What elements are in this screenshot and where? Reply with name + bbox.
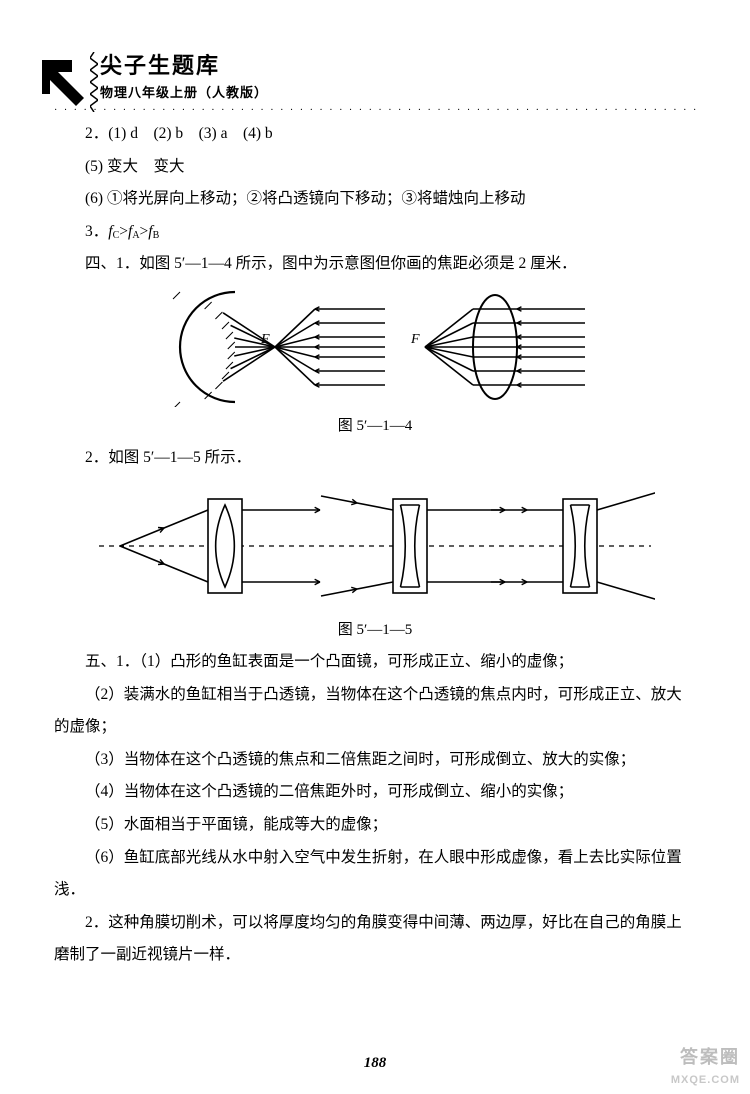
arrow-up-left-icon — [36, 54, 90, 108]
section5-q1-4: （4）当物体在这个凸透镜的二倍焦距外时，可形成倒立、缩小的实像； — [54, 776, 696, 809]
svg-text:F: F — [260, 332, 270, 347]
answer-line-2-1to4: 2．(1) d (2) b (3) a (4) b — [54, 118, 696, 151]
section5-q2: 2．这种角膜切削术，可以将厚度均匀的角膜变得中间薄、两边厚，好比在自己的角膜上磨… — [54, 907, 696, 972]
zigzag-divider-icon — [90, 52, 98, 112]
answer-line-2-6: (6) ①将光屏向上移动；②将凸透镜向下移动；③将蜡烛向上移动 — [54, 183, 696, 216]
section5-q1-5: （5）水面相当于平面镜，能成等大的虚像； — [54, 809, 696, 842]
book-subtitle: 物理八年级上册（人教版） — [100, 82, 696, 101]
section5-q1-2: （2）装满水的鱼缸相当于凸透镜，当物体在这个凸透镜的焦点内时，可形成正立、放大的… — [54, 679, 696, 744]
section5-q1-1: 五、1．（1）凸形的鱼缸表面是一个凸面镜，可形成正立、缩小的虚像； — [54, 646, 696, 679]
sub-a: A — [132, 230, 139, 241]
gt1: > — [119, 223, 128, 240]
section4-q1: 四、1．如图 5′—1—4 所示，图中为示意图但你画的焦距必须是 2 厘米． — [54, 248, 696, 281]
header-separator: · · · · · · · · · · · · · · · · · · · · … — [54, 105, 696, 111]
section4-q2: 2．如图 5′—1—5 所示． — [54, 442, 696, 475]
page-number: 188 — [0, 1055, 750, 1072]
page-body: 2．(1) d (2) b (3) a (4) b (5) 变大 变大 (6) … — [54, 118, 696, 972]
watermark-line2: MXQE.COM — [671, 1074, 740, 1086]
page-header: 尖子生题库 物理八年级上册（人教版） · · · · · · · · · · ·… — [54, 48, 696, 118]
watermark-line1: 答案圈 — [680, 1047, 740, 1067]
figure-5-1-4-caption: 图 5′—1—4 — [54, 411, 696, 443]
section5-q1-6: （6）鱼缸底部光线从水中射入空气中发生折射，在人眼中形成虚像，看上去比实际位置浅… — [54, 842, 696, 907]
svg-text:F: F — [410, 332, 420, 347]
watermark: 答案圈 MXQE.COM — [671, 1048, 740, 1088]
figure-5-1-4: FF — [165, 287, 585, 407]
q3-prefix: 3． — [85, 223, 108, 240]
section5-q1-3: （3）当物体在这个凸透镜的焦点和二倍焦距之间时，可形成倒立、放大的实像； — [54, 744, 696, 777]
book-series-title: 尖子生题库 — [100, 48, 696, 80]
answer-line-2-5: (5) 变大 变大 — [54, 151, 696, 184]
figure-5-1-5-caption: 图 5′—1—5 — [54, 615, 696, 647]
gt2: > — [140, 223, 149, 240]
figure-5-1-5 — [95, 481, 655, 611]
sub-b: B — [153, 230, 160, 241]
answer-line-3: 3．fC>fA>fB — [54, 216, 696, 249]
